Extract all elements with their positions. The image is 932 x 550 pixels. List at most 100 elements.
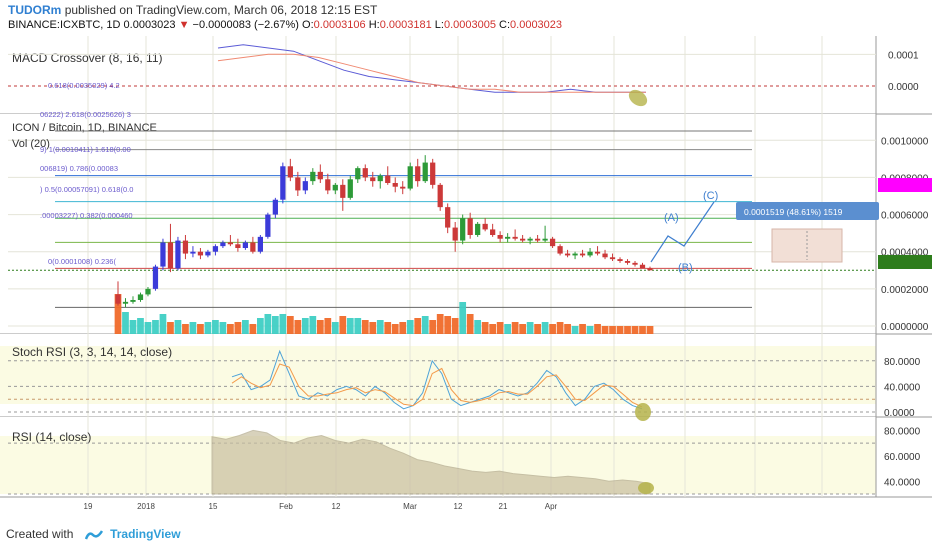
macd-panel-bg [0, 36, 876, 114]
fib-label: 006819) 0.786(0.00083 [40, 164, 118, 173]
macd-tick-label: 0.0001 [888, 50, 919, 61]
symbol-label: BINANCE:ICXBTC, 1D [8, 19, 121, 31]
volume-bar [369, 322, 377, 334]
close-value: 0.0003023 [510, 19, 563, 31]
candle-body [564, 253, 571, 256]
tradingview-link[interactable]: TradingView [110, 527, 181, 541]
price-tick-label: 0.0006000 [881, 211, 929, 222]
volume-bar [167, 322, 174, 334]
projection-box [771, 228, 843, 263]
wave-label: (A) [664, 212, 679, 224]
volume-bar [279, 314, 287, 334]
macd-highlight-ellipse [628, 89, 648, 107]
volume-bar [496, 322, 504, 334]
tradingview-logo-icon[interactable] [84, 529, 103, 541]
high-value: 0.0003181 [379, 19, 432, 31]
candle-body [340, 184, 346, 198]
volume-bar [361, 320, 369, 334]
candle-body [167, 242, 174, 269]
candle-body [220, 242, 226, 247]
volume-bar [526, 322, 534, 334]
candle-body [385, 175, 391, 183]
open-value: 0.0003106 [313, 19, 366, 31]
volume-bar [421, 316, 429, 334]
fib-label: 06222) 2.618(0.0025626) 3 [40, 110, 131, 119]
candle-body [505, 236, 511, 239]
volume-bar [271, 316, 279, 334]
volume-bar [384, 322, 392, 334]
stoch-axis: 80.0000 40.0000 0.0000 [884, 357, 921, 419]
candle-body [407, 166, 413, 189]
low-value: 0.0003005 [443, 19, 496, 31]
x-tick-label: 2018 [137, 502, 155, 511]
candle-body [579, 253, 586, 256]
volume-bar [616, 326, 624, 334]
price-tick-label: 0.0010000 [881, 136, 929, 147]
volume-bar [541, 322, 549, 334]
volume-bar [301, 318, 309, 334]
candle-body [632, 262, 638, 265]
candle-body [587, 251, 593, 256]
volume-bar [466, 314, 474, 334]
candle-body [122, 301, 129, 304]
candle-body [392, 183, 398, 187]
projection-label: 0.0001519 (48.61%) 1519 [744, 207, 843, 217]
macd-series [8, 44, 876, 107]
candle-body [190, 251, 196, 254]
volume-bar [436, 314, 444, 334]
wave-annotations: (A) (B) (C) 0.0001519 (48.61%) 1519 [650, 178, 932, 274]
chart-canvas[interactable]: MACD Crossover (8, 16, 11) 0.00010.0000 … [0, 36, 932, 516]
price-change: −0.0000083 (−2.67%) [192, 19, 299, 31]
candle-body [265, 214, 271, 237]
rsi-tick-label: 40.0000 [884, 477, 921, 488]
candle-body [242, 242, 249, 248]
candle-body [512, 236, 518, 239]
rsi-axis: 80.0000 60.0000 40.0000 [884, 426, 921, 488]
volume-bar [399, 322, 407, 334]
volume-bar [519, 324, 526, 334]
candle-body [325, 179, 331, 191]
stoch-tick-label: 80.0000 [884, 357, 921, 368]
volume-bar [182, 324, 189, 334]
author-name[interactable]: TUDORm [8, 3, 62, 17]
wave-path [650, 201, 715, 263]
fib-label: ) 0.5(0.00057091) 0.618(0.0 [40, 185, 133, 194]
candle-body [572, 253, 578, 256]
candle-body [519, 238, 526, 241]
x-tick-label: Mar [403, 502, 417, 511]
candle-body [347, 179, 353, 198]
volume-bar [609, 326, 616, 334]
volume-bar [256, 318, 264, 334]
candle-body [370, 177, 376, 182]
volume-bar [639, 326, 646, 334]
volume-bar [474, 320, 482, 334]
wave-label: (B) [678, 262, 693, 274]
candle-body [422, 162, 428, 182]
price-tick-label: 0.0002000 [881, 285, 929, 296]
stoch-d-line [231, 363, 643, 408]
candle-body [302, 181, 308, 191]
panels-background [0, 36, 932, 498]
price-axis: 0.00100000.00080000.00060000.00040000.00… [881, 136, 929, 333]
volume-bar [152, 320, 159, 334]
volume-bar [414, 318, 422, 334]
candle-body [115, 294, 121, 304]
candle-body [602, 253, 608, 258]
created-with-text: Created with [6, 527, 74, 541]
candle-body [355, 168, 361, 180]
candle-body [534, 238, 541, 241]
publish-header: TUDORm published on TradingView.com, Mar… [8, 3, 377, 17]
volume-bar [316, 320, 324, 334]
signal-line [217, 53, 646, 93]
volume-bar [511, 322, 519, 334]
footer: Created with TradingView [6, 527, 181, 541]
rsi-highlight-ellipse [638, 482, 654, 494]
down-arrow-icon: ▼ [178, 19, 190, 31]
volume-bar [586, 326, 594, 334]
candle-body [557, 246, 563, 254]
volume-bar [264, 314, 272, 334]
volume-bar [339, 316, 347, 334]
volume-title: Vol (20) [12, 138, 50, 150]
high-label: H: [368, 19, 380, 31]
volume-bar [451, 318, 459, 334]
